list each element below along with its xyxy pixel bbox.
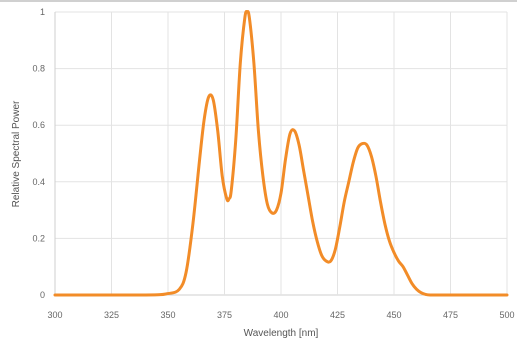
x-tick-label: 400	[273, 310, 288, 320]
y-tick-label: 0.4	[32, 177, 45, 187]
x-axis-label: Wavelength [nm]	[244, 328, 319, 339]
x-axis-ticks: 300 325 350 375 400 425 450 475 500	[47, 310, 514, 320]
y-tick-label: 0	[40, 290, 45, 300]
y-tick-label: 0.8	[32, 64, 45, 74]
y-tick-label: 1	[40, 7, 45, 17]
x-tick-label: 350	[160, 310, 175, 320]
x-tick-label: 475	[443, 310, 458, 320]
x-tick-label: 375	[217, 310, 232, 320]
x-tick-label: 325	[104, 310, 119, 320]
x-tick-label: 300	[47, 310, 62, 320]
grid	[54, 11, 508, 296]
y-tick-label: 0.2	[32, 233, 45, 243]
x-tick-label: 500	[499, 310, 514, 320]
x-tick-label: 450	[386, 310, 401, 320]
y-tick-label: 0.6	[32, 120, 45, 130]
top-border	[0, 0, 517, 2]
series-group	[53, 10, 509, 297]
spectrum-series-line	[53, 10, 509, 297]
y-axis-label: Relative Spectral Power	[11, 100, 22, 207]
x-tick-label: 425	[330, 310, 345, 320]
y-axis-ticks: 0 0.2 0.4 0.6 0.8 1	[32, 7, 45, 300]
